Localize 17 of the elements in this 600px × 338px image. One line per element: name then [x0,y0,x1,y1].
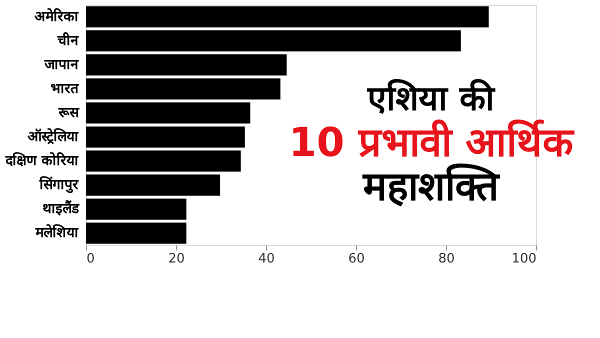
x-tick-label: 80 [438,252,455,266]
text: एशिया की 10 प्रभावी आर्थिक महाशक्ति [288,78,574,210]
x-tick-label: 60 [348,252,365,266]
y-tick-label: दक्षिण कोरिया [4,152,80,170]
y-tick-label: थाइलैंड [42,200,80,218]
y-tick-label: सिंगापुर [38,176,80,194]
y-tick-label: चीन [56,32,80,49]
y-tick-label: मलेशिया [34,224,80,242]
x-tick-label: 20 [168,252,185,266]
x-tick-label: 100 [512,252,536,266]
y-tick-label: ऑस्ट्रेलिया [28,128,80,146]
x-tick-label: 40 [258,252,275,266]
y-tick-label: रूस [58,104,80,121]
x-tick-label: 0 [86,252,95,266]
y-tick-label: जापान [44,56,80,73]
y-tick-label: भारत [50,80,80,97]
y-tick-label: अमेरिका [34,8,80,25]
